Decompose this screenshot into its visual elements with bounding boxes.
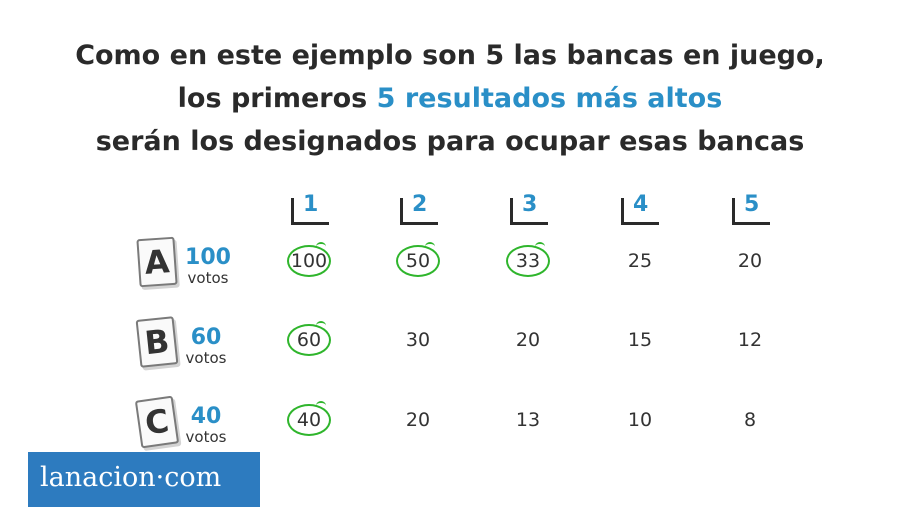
headline: Como en este ejemplo son 5 las bancas en… — [0, 34, 900, 163]
result-cell: 60 — [279, 321, 339, 356]
selected-circle-icon — [287, 321, 331, 356]
votes-count: 40 — [190, 404, 222, 429]
selected-circle-icon — [287, 242, 331, 277]
divisor-header-1: 1 — [291, 192, 331, 226]
result-cell: 12 — [737, 329, 763, 351]
party-badge-b: B — [135, 316, 179, 368]
headline-line-2-text: los primeros — [177, 83, 377, 114]
result-cell: 30 — [405, 329, 431, 351]
lanacion-logo: lanacion·com — [28, 452, 260, 507]
headline-line-3: serán los designados para ocupar esas ba… — [95, 126, 805, 157]
headline-line-1: Como en este ejemplo son 5 las bancas en… — [75, 40, 825, 71]
party-badge-a: A — [136, 236, 178, 288]
divisor-label: 2 — [412, 192, 428, 217]
votes-unit: votos — [185, 349, 227, 367]
headline-highlight: 5 resultados más altos — [376, 83, 723, 114]
selected-circle-icon — [287, 401, 331, 436]
bracket-icon — [291, 198, 294, 225]
selected-circle-icon — [506, 242, 550, 277]
selected-circle-icon — [396, 242, 440, 277]
divisor-label: 5 — [744, 192, 760, 217]
votes-unit: votos — [185, 428, 227, 446]
result-cell: 20 — [405, 409, 431, 431]
bracket-icon — [510, 198, 513, 225]
party-votes-c: 40 votos — [176, 404, 236, 446]
bracket-icon — [400, 198, 403, 225]
bracket-icon — [732, 198, 735, 225]
result-cell: 33 — [498, 242, 558, 277]
result-cell: 15 — [627, 329, 653, 351]
result-cell: 13 — [515, 409, 541, 431]
headline-line-2: los primeros 5 resultados más altos — [0, 77, 900, 120]
result-cell: 100 — [279, 242, 339, 277]
votes-count: 100 — [185, 245, 231, 270]
result-cell: 20 — [737, 250, 763, 272]
result-cell: 50 — [388, 242, 448, 277]
votes-unit: votos — [187, 269, 229, 287]
divisor-label: 4 — [633, 192, 649, 217]
party-votes-b: 60 votos — [176, 325, 236, 367]
party-votes-a: 100 votos — [178, 245, 238, 287]
result-cell: 40 — [279, 401, 339, 436]
divisor-header-5: 5 — [732, 192, 772, 226]
divisor-header-4: 4 — [621, 192, 661, 226]
divisor-header-2: 2 — [400, 192, 440, 226]
divisor-label: 3 — [522, 192, 538, 217]
logo-text: lanacion·com — [40, 462, 222, 493]
result-cell: 20 — [515, 329, 541, 351]
result-cell: 25 — [627, 250, 653, 272]
bracket-icon — [621, 198, 624, 225]
votes-count: 60 — [190, 325, 222, 350]
result-cell: 8 — [743, 409, 757, 431]
result-cell: 10 — [627, 409, 653, 431]
divisor-label: 1 — [303, 192, 319, 217]
party-badge-c: C — [134, 395, 180, 449]
divisor-header-3: 3 — [510, 192, 550, 226]
